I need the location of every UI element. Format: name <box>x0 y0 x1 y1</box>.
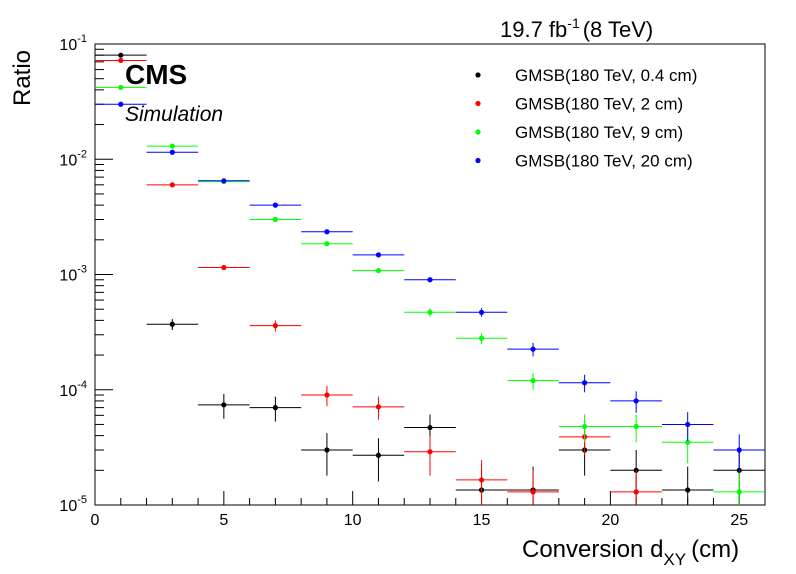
legend-marker <box>475 129 481 135</box>
data-point <box>633 423 639 430</box>
y-tick-label-exponent: -2 <box>77 148 87 160</box>
data-point <box>324 392 330 398</box>
data-point <box>272 323 278 329</box>
data-point <box>324 447 330 453</box>
series-group <box>95 84 765 505</box>
y-tick-label-base: 10 <box>59 268 77 285</box>
y-tick-label: 10-3 <box>59 264 87 285</box>
lumi-value: 19.7 fb <box>500 17 567 42</box>
data-point <box>375 452 382 458</box>
data-point <box>427 424 433 431</box>
y-tick-label-exponent: -1 <box>77 33 87 45</box>
data-point <box>118 57 124 64</box>
data-point <box>530 378 536 384</box>
data-point <box>685 421 691 428</box>
y-tick-label: 10-2 <box>59 148 87 169</box>
data-point <box>169 143 175 149</box>
data-point <box>375 404 382 410</box>
legend: GMSB(180 TeV, 0.4 cm) GMSB(180 TeV, 2 cm)… <box>475 66 697 171</box>
data-point <box>272 202 278 208</box>
y-tick-label-base: 10 <box>59 383 77 400</box>
x-axis-title-main: Conversion d <box>522 536 663 563</box>
data-point <box>169 321 175 327</box>
series-group <box>95 52 765 505</box>
y-tick-label: 10-1 <box>59 33 87 54</box>
data-point <box>375 252 382 258</box>
y-tick-label-exponent: -3 <box>77 264 87 276</box>
lumi-exponent: -1 <box>567 15 580 31</box>
data-point <box>736 489 742 495</box>
data-point <box>221 402 227 408</box>
data-point <box>272 405 278 411</box>
legend-label: GMSB(180 TeV, 9 cm) <box>515 123 683 142</box>
x-tick-label: 20 <box>601 512 619 529</box>
data-point <box>324 241 330 247</box>
x-tick-label: 25 <box>730 512 748 529</box>
y-tick-label: 10-5 <box>59 494 87 515</box>
series-group <box>95 101 765 473</box>
lumi-label: 19.7 fb-1 (8 TeV) <box>500 15 653 42</box>
y-tick-label-base: 10 <box>59 37 77 54</box>
y-tick-label-base: 10 <box>59 152 77 169</box>
data-point <box>118 52 124 58</box>
x-tick-label: 5 <box>219 512 228 529</box>
data-point <box>478 335 485 341</box>
data-point <box>582 423 588 430</box>
legend-label: GMSB(180 TeV, 20 cm) <box>515 152 693 171</box>
data-point <box>633 489 639 495</box>
legend-label: GMSB(180 TeV, 2 cm) <box>515 95 683 114</box>
y-tick-label-exponent: -5 <box>77 494 87 506</box>
data-point <box>118 84 124 91</box>
x-tick-label: 10 <box>344 512 362 529</box>
legend-marker <box>475 157 481 164</box>
y-tick-label-exponent: -4 <box>77 379 87 391</box>
data-point <box>375 268 382 274</box>
experiment-label: CMS <box>125 59 187 90</box>
y-tick-label-base: 10 <box>59 498 77 515</box>
legend-marker <box>475 100 481 107</box>
data-point <box>582 380 588 386</box>
x-tick-label: 15 <box>473 512 491 529</box>
data-point <box>272 216 278 223</box>
data-point <box>530 346 536 352</box>
legend-marker <box>475 72 481 78</box>
y-axis-title: Ratio <box>9 50 36 106</box>
data-point <box>169 182 175 188</box>
lumi-energy: (8 TeV) <box>583 17 654 42</box>
data-point <box>685 487 691 493</box>
data-point <box>478 309 485 315</box>
x-tick-label: 0 <box>91 512 100 529</box>
data-point <box>530 489 536 495</box>
data-point <box>427 277 433 283</box>
data-point <box>427 449 433 455</box>
simulation-label: Simulation <box>125 103 223 126</box>
x-axis-title-unit: (cm) <box>691 536 739 563</box>
data-point <box>221 264 227 271</box>
data-point <box>324 229 330 235</box>
x-axis-title-subscript: XY <box>663 550 686 569</box>
y-tick-label: 10-4 <box>59 379 87 400</box>
data-point <box>685 439 691 445</box>
data-point <box>169 149 175 155</box>
legend-label: GMSB(180 TeV, 0.4 cm) <box>515 66 697 85</box>
data-point <box>736 447 742 453</box>
data-point <box>633 398 639 404</box>
x-axis-title: Conversion dXY (cm) <box>522 536 739 569</box>
data-point <box>478 477 485 483</box>
data-points <box>95 52 765 505</box>
data-point <box>221 178 227 184</box>
data-point <box>118 101 124 107</box>
data-point <box>427 309 433 315</box>
